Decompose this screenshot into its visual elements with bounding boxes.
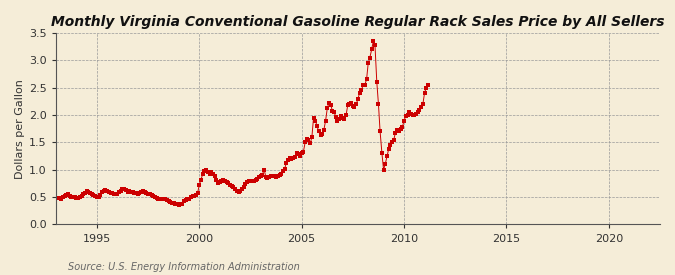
Text: Source: U.S. Energy Information Administration: Source: U.S. Energy Information Administ… <box>68 262 299 272</box>
Title: Monthly Virginia Conventional Gasoline Regular Rack Sales Price by All Sellers: Monthly Virginia Conventional Gasoline R… <box>51 15 665 29</box>
Y-axis label: Dollars per Gallon: Dollars per Gallon <box>15 79 25 179</box>
